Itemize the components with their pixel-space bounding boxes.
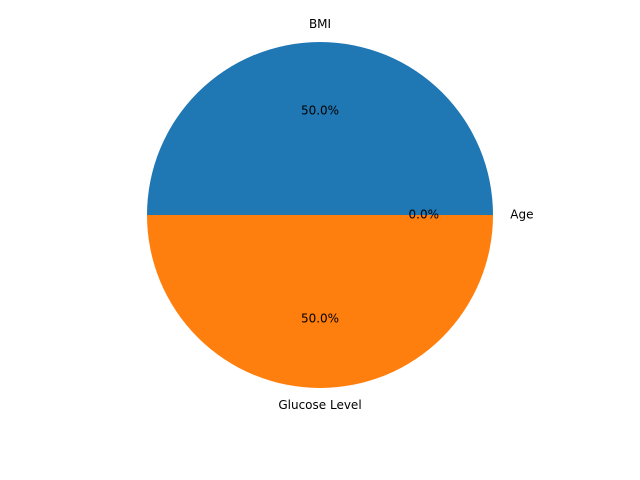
pie-slices	[147, 42, 493, 388]
pie-slice-bmi	[147, 42, 493, 215]
slice-label-age: Age	[510, 208, 533, 222]
slice-percent-bmi: 50.0%	[301, 104, 339, 118]
slice-percent-glucose-level: 50.0%	[301, 311, 339, 325]
slice-percent-age: 0.0%	[409, 208, 440, 222]
slice-label-bmi: BMI	[309, 17, 331, 31]
slice-label-glucose-level: Glucose Level	[278, 398, 361, 412]
pie-labels: Age 0.0% BMI 50.0% Glucose Level 50.0%	[278, 17, 533, 412]
pie-slice-glucose-level	[147, 215, 493, 388]
